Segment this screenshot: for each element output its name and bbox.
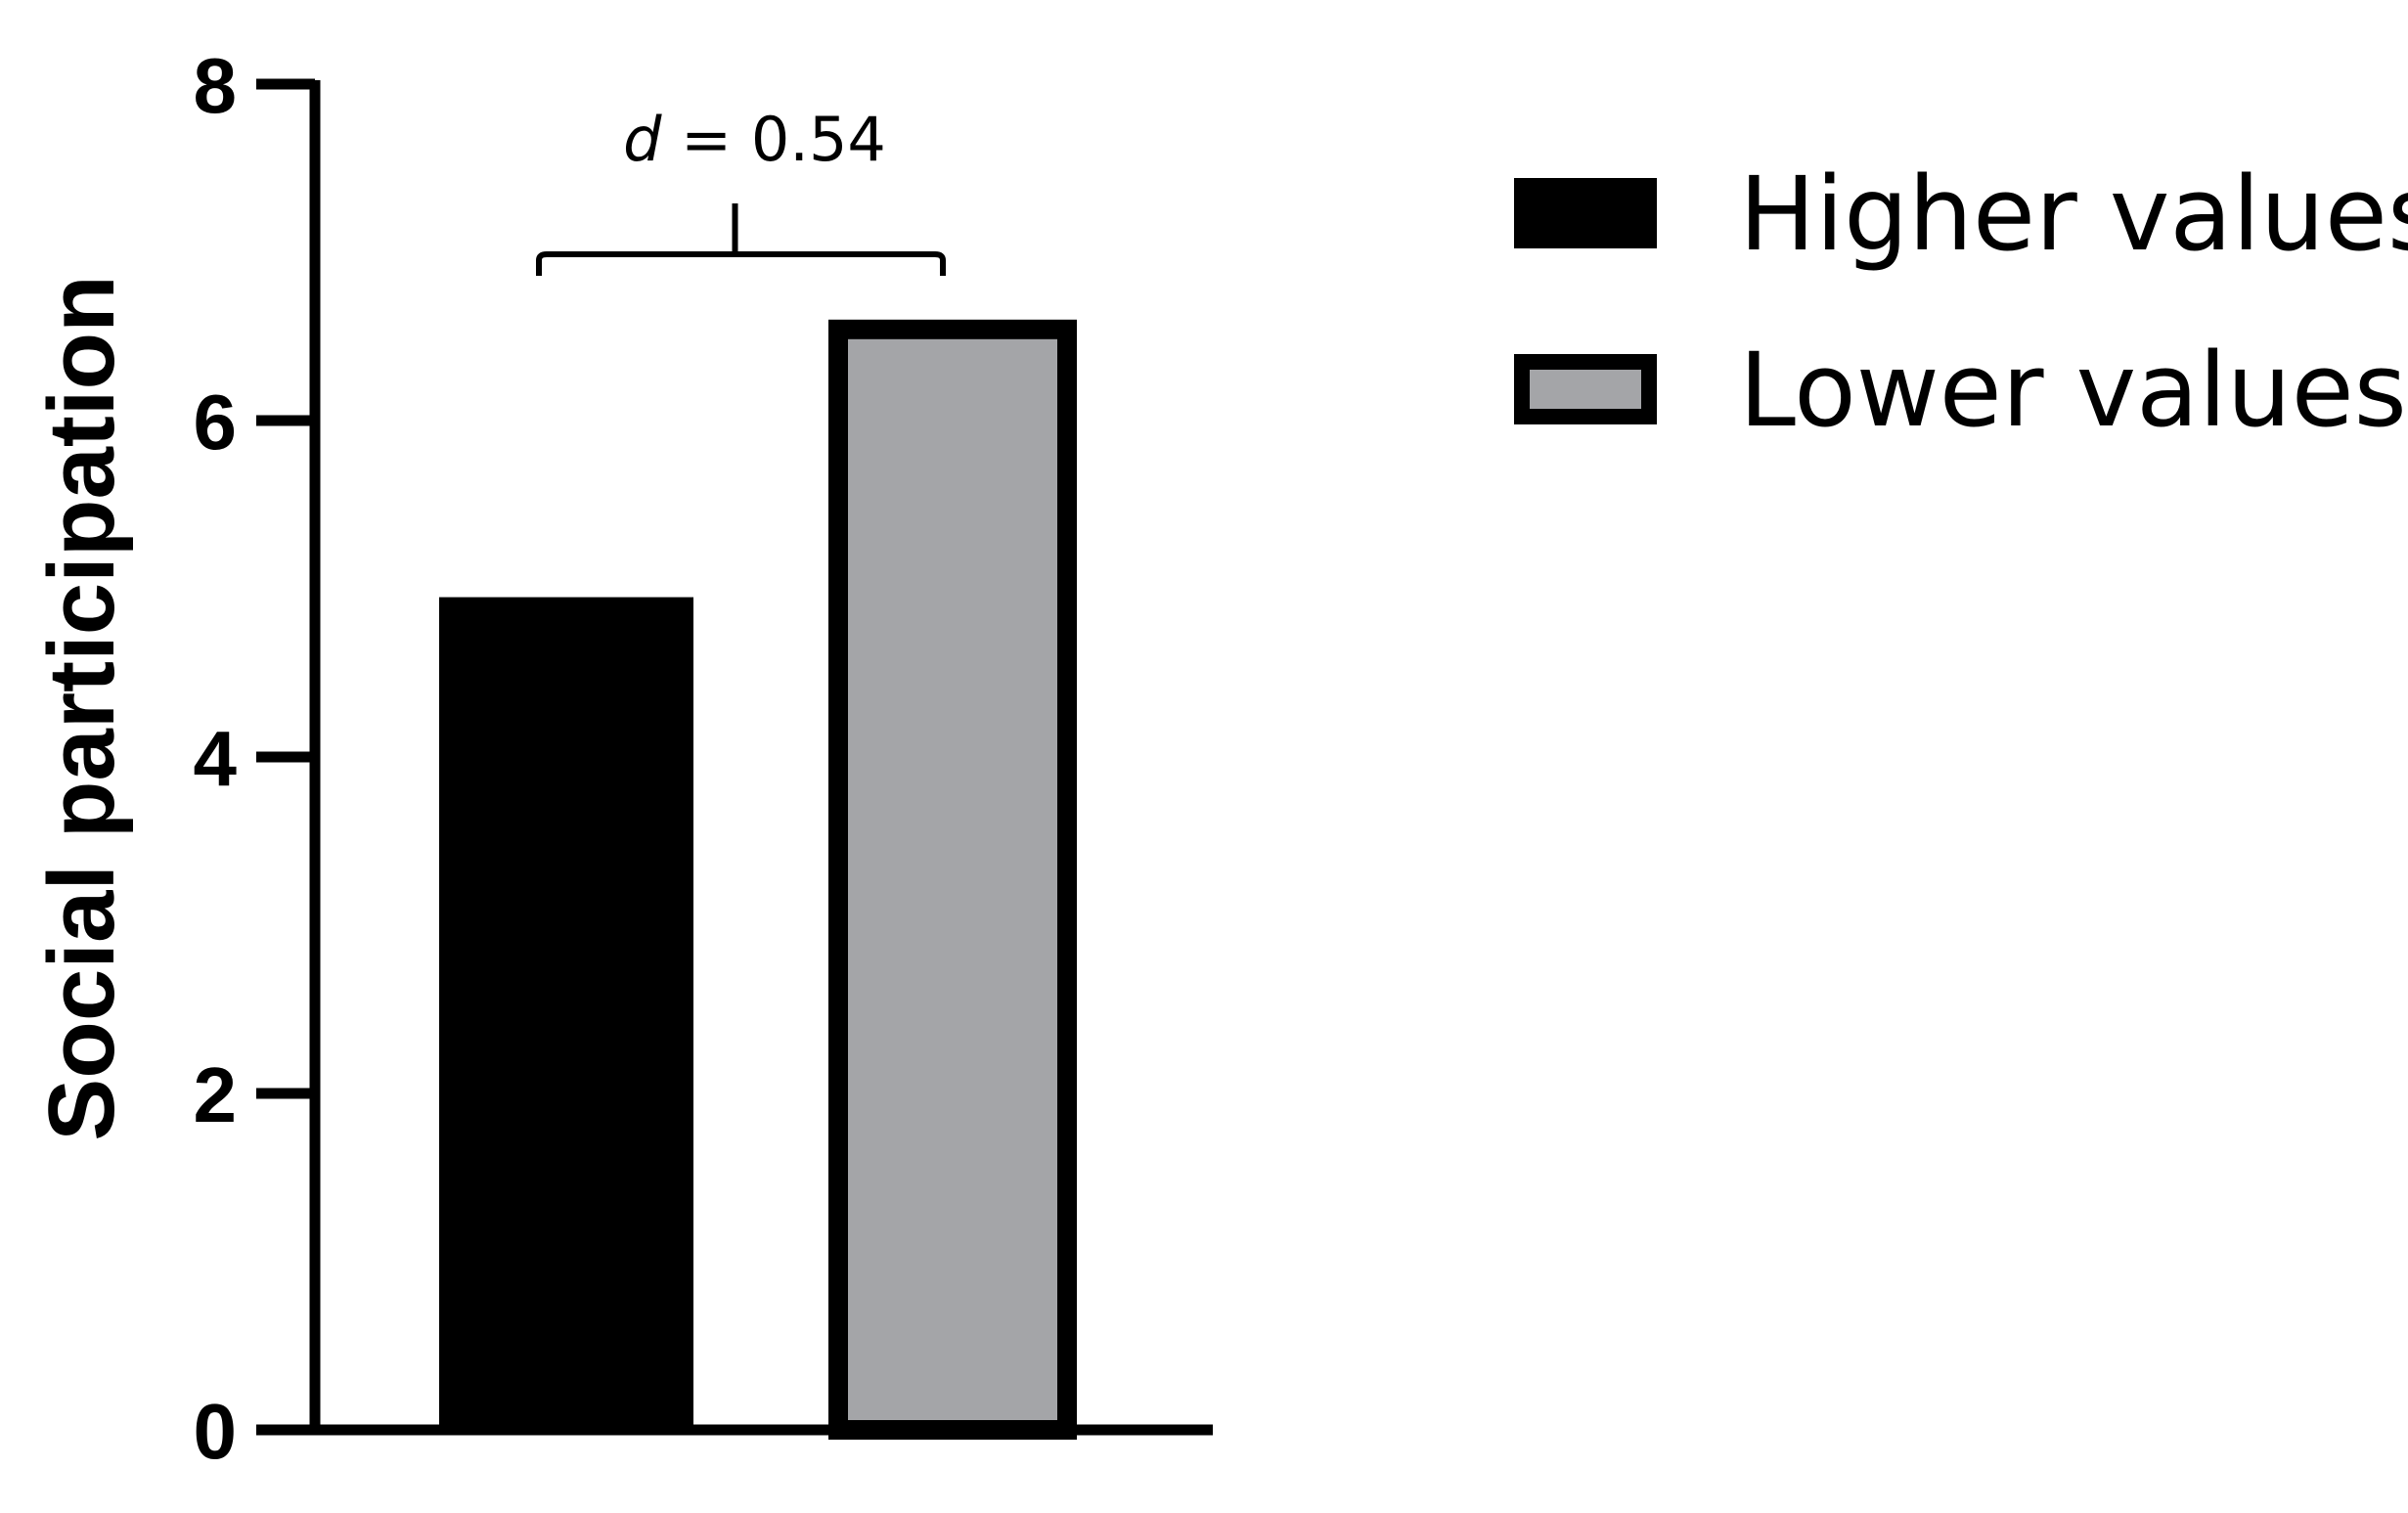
effect-size-symbol: d [623,104,662,175]
y-tick-label: 2 [194,1051,238,1138]
bar-lower-values [828,319,1077,1440]
y-axis: 0 2 4 6 8 [194,42,1213,1475]
y-tick-label: 8 [194,42,238,129]
significance-annotation: d = 0.54 [536,104,946,276]
effect-size-label: d = 0.54 [623,104,886,175]
legend: Higher values Lower values [1514,155,2408,450]
bar-higher-values [439,597,693,1430]
effect-size-value: = 0.54 [661,104,885,175]
y-tick-label: 4 [194,715,238,802]
comparison-bracket [536,203,946,276]
legend-label-higher-values: Higher values [1739,155,2408,274]
legend-swatch-higher-values [1514,178,1657,248]
bars [439,319,1077,1440]
y-tick-label: 0 [194,1388,238,1475]
legend-label-lower-values: Lower values [1739,331,2407,450]
y-axis-label: Social participation [29,275,134,1141]
y-tick-label: 6 [194,378,238,466]
legend-swatch-lower-values [1514,354,1657,424]
